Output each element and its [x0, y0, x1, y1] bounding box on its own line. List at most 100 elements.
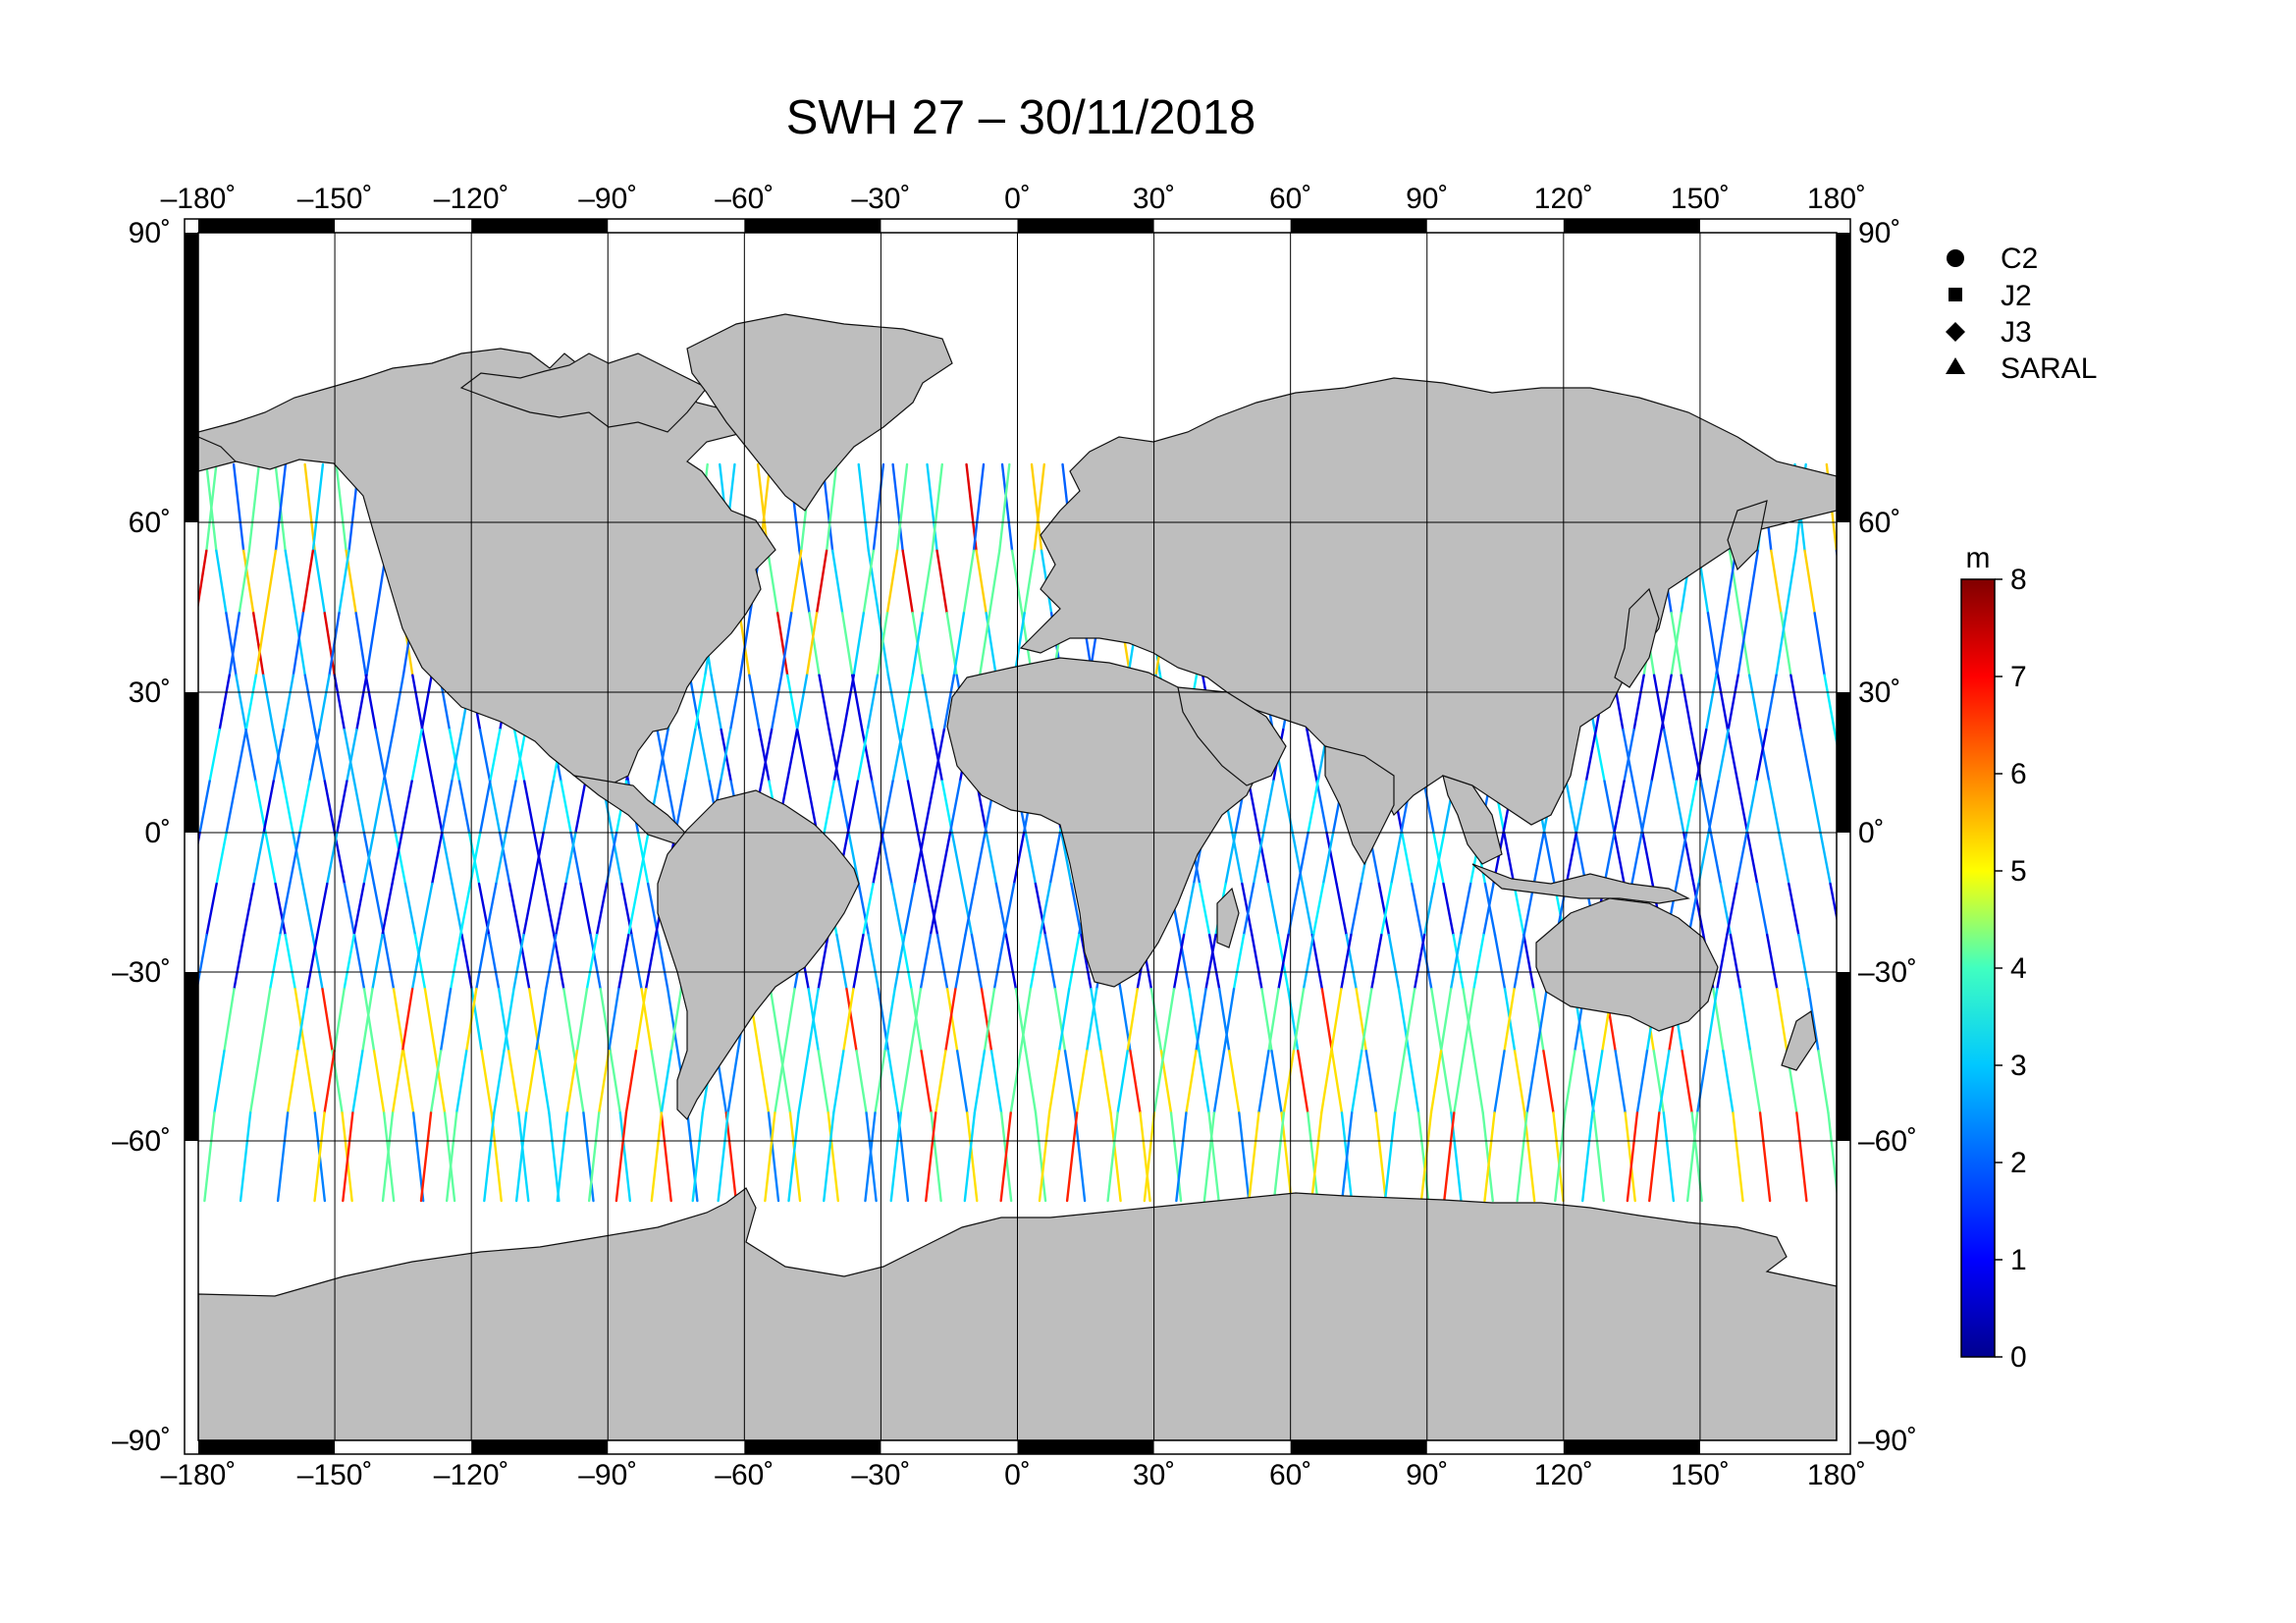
satellite-track-segment	[669, 988, 683, 1053]
colorbar-tick-label: 0	[2010, 1341, 2027, 1374]
satellite-track-segment	[1433, 831, 1446, 886]
satellite-track-segment	[323, 780, 337, 835]
lat-label-left: –30˚	[112, 956, 171, 989]
map-plot-area: –180˚ –180˚ –150˚ –150˚ –120˚ –120˚ –90˚ –90˚ –6…	[112, 183, 1917, 1491]
satellite-track-segment	[279, 882, 292, 937]
satellite-track-segment	[1306, 728, 1318, 783]
land-indonesia	[1471, 863, 1690, 904]
satellite-track-segment	[276, 1111, 290, 1203]
satellite-track-segment	[1039, 882, 1052, 937]
satellite-track-segment	[323, 612, 336, 676]
frame-bar-right	[1837, 972, 1850, 1141]
satellite-track-segment	[352, 882, 365, 937]
satellite-track-segment	[1422, 780, 1435, 835]
satellite-track-segment	[599, 988, 612, 1053]
colorbar-gradient	[1960, 578, 1996, 1358]
satellite-track-segment	[931, 462, 943, 553]
satellite-track-segment	[352, 780, 366, 835]
land-india	[1324, 745, 1395, 866]
satellite-track-segment	[1024, 1050, 1038, 1114]
satellite-track-segment	[797, 1050, 810, 1114]
satellite-track-segment	[940, 780, 954, 835]
satellite-track-segment	[1301, 882, 1314, 937]
satellite-track-segment	[1584, 728, 1598, 783]
land-africa	[946, 657, 1257, 988]
lon-label-bottom: –180˚	[161, 1459, 237, 1491]
land-south-america	[657, 789, 860, 1121]
satellite-track-segment	[1716, 674, 1730, 731]
satellite-track-segment	[1603, 780, 1616, 835]
satellite-track-segment	[313, 549, 326, 615]
satellite-track-segment	[365, 612, 378, 676]
satellite-track-segment	[569, 831, 582, 886]
satellite-track-segment	[1320, 1050, 1333, 1114]
lon-label-bottom: 90˚	[1406, 1459, 1448, 1491]
satellite-track-segment	[1780, 612, 1792, 676]
satellite-track-segment	[362, 988, 376, 1053]
satellite-track-segment	[565, 1050, 579, 1114]
satellite-track-segment	[313, 728, 327, 783]
satellite-track-segment	[1439, 988, 1453, 1053]
satellite-track-segment	[1692, 882, 1705, 937]
satellite-track-segment	[335, 462, 347, 553]
satellite-track-segment	[274, 462, 288, 553]
satellite-track-segment	[336, 780, 348, 835]
colorbar: m 0 1 2 3 4 5 6 7 8	[1960, 542, 2027, 1374]
satellite-track-segment	[289, 831, 301, 886]
satellite-track-segment	[691, 1111, 705, 1203]
land-australia	[1535, 897, 1719, 1032]
satellite-track-segment	[851, 674, 864, 731]
satellite-track-segment	[795, 674, 809, 731]
satellite-track-segment	[921, 549, 934, 615]
satellite-track-segment	[247, 462, 261, 553]
satellite-track-segment	[769, 988, 782, 1053]
satellite-track-segment	[1513, 882, 1525, 937]
satellite-track-segment	[890, 882, 903, 937]
satellite-track-segment	[1694, 728, 1708, 783]
satellite-track-segment	[420, 882, 434, 937]
satellite-track-segment	[889, 1111, 903, 1203]
satellite-track-segment	[929, 882, 942, 937]
satellite-track-segment	[1803, 549, 1816, 615]
satellite-track-segment	[441, 780, 454, 835]
satellite-track-segment	[198, 549, 208, 611]
colorbar-tick-label: 2	[2010, 1147, 2027, 1179]
satellite-track-segment	[938, 831, 952, 886]
satellite-track-segment	[411, 674, 424, 731]
satellite-legend: C2 J2 J3 SARAL	[1946, 243, 2097, 385]
lat-label-right: –90˚	[1858, 1425, 1917, 1457]
satellite-track-segment	[1622, 728, 1634, 783]
lat-label-left: 60˚	[129, 507, 171, 539]
satellite-track-segment	[532, 831, 545, 886]
satellite-track-segment	[857, 462, 870, 553]
satellite-track-segment	[1270, 1050, 1283, 1114]
colorbar-unit: m	[1966, 542, 1991, 574]
satellite-track-segment	[1850, 989, 1860, 1051]
satellite-track-segment	[1894, 1051, 1903, 1112]
satellite-track-segment	[354, 612, 367, 676]
satellite-track-segment	[321, 988, 334, 1053]
satellite-track-segment	[1765, 674, 1778, 731]
satellite-track-segment	[1768, 780, 1781, 835]
satellite-track-segment	[1075, 1050, 1089, 1114]
satellite-track-segment	[1757, 728, 1771, 783]
satellite-track-segment	[827, 1111, 839, 1203]
satellite-track-segment	[817, 1050, 829, 1114]
satellite-track-segment	[1207, 933, 1221, 991]
satellite-track-segment	[1307, 780, 1319, 835]
satellite-track-segment	[333, 674, 347, 731]
satellite-track-segment	[1320, 988, 1334, 1053]
legend-marker-square-icon	[1949, 288, 1962, 301]
satellite-track-segment	[1660, 674, 1673, 731]
satellite-track-segment	[1182, 882, 1196, 937]
satellite-track-segment	[891, 728, 904, 783]
satellite-track-segment	[423, 988, 437, 1053]
satellite-track-segment	[1864, 884, 1874, 935]
land-japan	[1614, 587, 1660, 688]
satellite-track-segment	[400, 780, 413, 835]
satellite-track-segment	[503, 988, 515, 1053]
satellite-track-segment	[1591, 1050, 1604, 1114]
satellite-track-segment	[429, 1050, 443, 1114]
satellite-track-segment	[203, 1111, 216, 1203]
colorbar-tick-label: 6	[2010, 758, 2027, 790]
